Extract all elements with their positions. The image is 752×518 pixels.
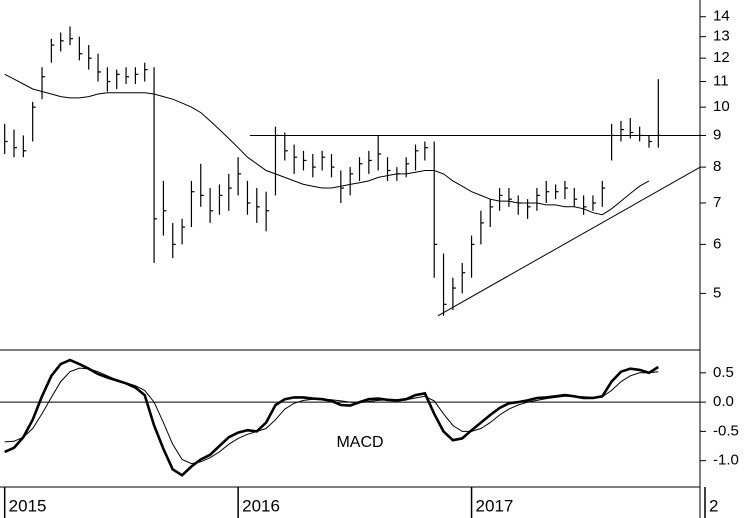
y-tick-label: 11	[713, 73, 729, 90]
y-tick-label: 5	[713, 284, 721, 301]
x-tick-label: 2	[709, 496, 718, 515]
moving-average	[4, 73, 650, 216]
y-tick-label: 12	[713, 49, 730, 66]
y-tick-label: 8	[713, 158, 721, 175]
macd-label: MACD	[336, 434, 383, 451]
macd-line	[4, 358, 659, 477]
x-tick-label: 2015	[9, 496, 47, 515]
y-tick-label: 10	[713, 98, 730, 115]
x-tick-label: 2016	[242, 496, 280, 515]
y-tick-label: -0.5	[713, 422, 739, 439]
y-tick-label: 14	[713, 8, 730, 25]
y-tick-label: 13	[713, 28, 730, 45]
y-tick-label: 0.0	[713, 393, 734, 410]
y-tick-label: 0.5	[713, 364, 734, 381]
y-tick-label: 7	[713, 194, 721, 211]
trend-line	[437, 166, 701, 317]
y-tick-label: 9	[713, 126, 721, 143]
y-tick-label: 6	[713, 235, 721, 252]
signal-line	[4, 367, 659, 465]
x-tick-label: 2017	[476, 496, 514, 515]
y-tick-label: -1.0	[713, 452, 739, 469]
